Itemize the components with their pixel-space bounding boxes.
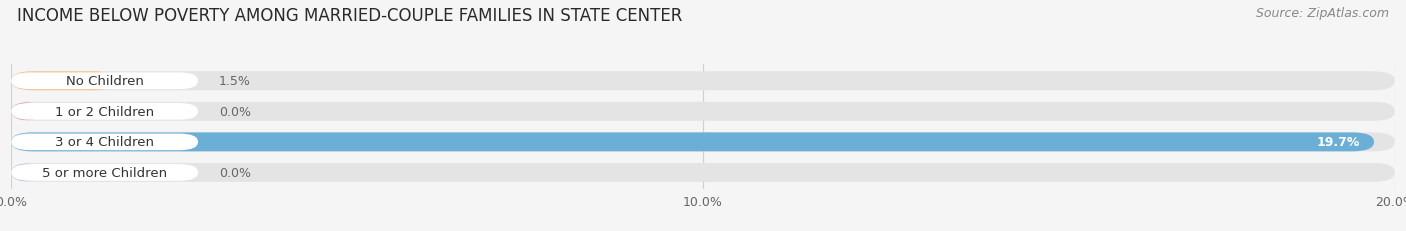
FancyBboxPatch shape	[11, 72, 1395, 91]
FancyBboxPatch shape	[11, 72, 115, 91]
FancyBboxPatch shape	[11, 103, 198, 120]
FancyBboxPatch shape	[11, 133, 1395, 152]
FancyBboxPatch shape	[11, 134, 198, 151]
FancyBboxPatch shape	[11, 102, 42, 121]
Text: No Children: No Children	[66, 75, 143, 88]
FancyBboxPatch shape	[11, 163, 1395, 182]
Text: 0.0%: 0.0%	[219, 166, 250, 179]
Text: INCOME BELOW POVERTY AMONG MARRIED-COUPLE FAMILIES IN STATE CENTER: INCOME BELOW POVERTY AMONG MARRIED-COUPL…	[17, 7, 682, 25]
FancyBboxPatch shape	[11, 73, 198, 90]
FancyBboxPatch shape	[11, 133, 1374, 152]
FancyBboxPatch shape	[11, 164, 198, 181]
Text: 1.5%: 1.5%	[219, 75, 250, 88]
Text: Source: ZipAtlas.com: Source: ZipAtlas.com	[1256, 7, 1389, 20]
Text: 3 or 4 Children: 3 or 4 Children	[55, 136, 155, 149]
FancyBboxPatch shape	[11, 102, 1395, 121]
Text: 0.0%: 0.0%	[219, 105, 250, 118]
Text: 1 or 2 Children: 1 or 2 Children	[55, 105, 155, 118]
FancyBboxPatch shape	[11, 163, 42, 182]
Text: 5 or more Children: 5 or more Children	[42, 166, 167, 179]
Text: 19.7%: 19.7%	[1317, 136, 1360, 149]
